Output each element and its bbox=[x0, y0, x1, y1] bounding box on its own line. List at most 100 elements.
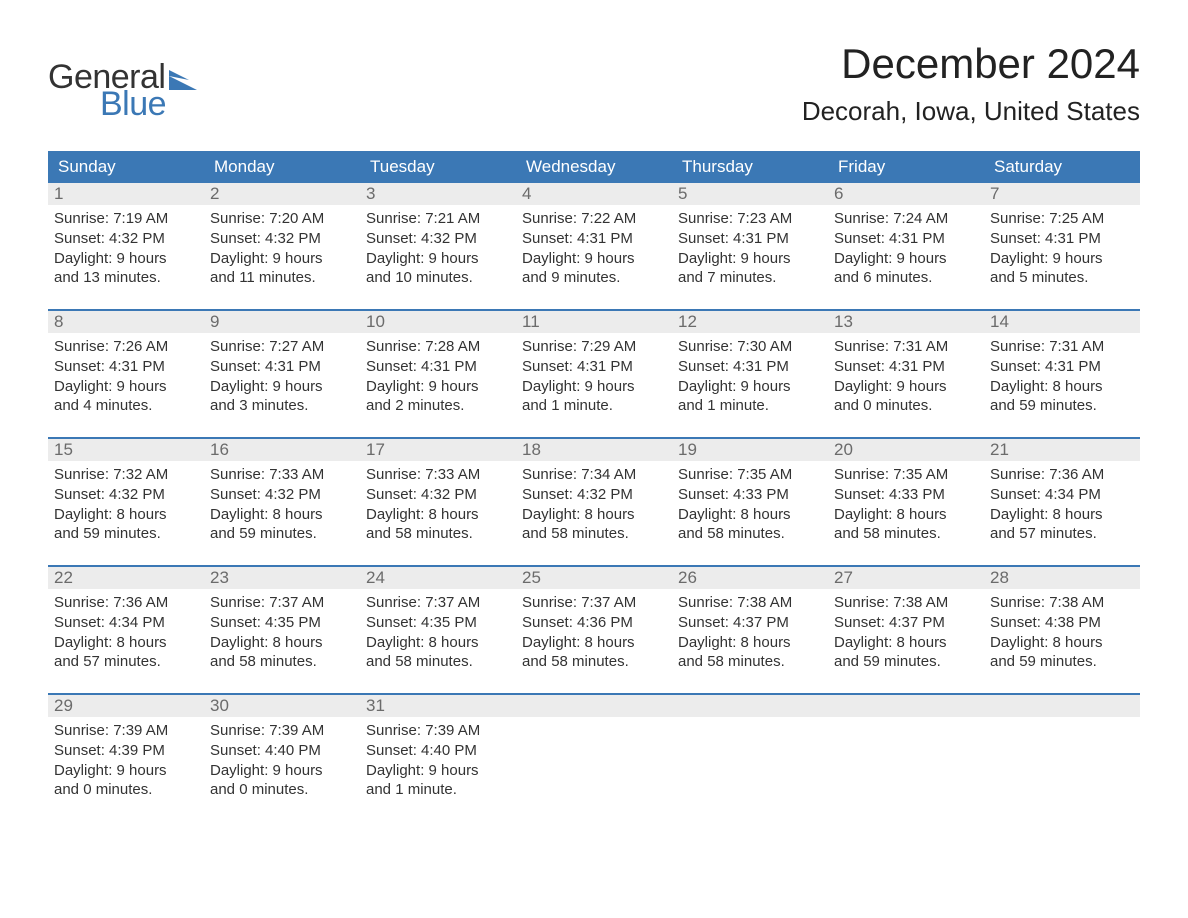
day-sunrise: Sunrise: 7:39 AM bbox=[366, 721, 510, 741]
day-number: 12 bbox=[672, 311, 828, 333]
day-body: Sunrise: 7:20 AMSunset: 4:32 PMDaylight:… bbox=[204, 205, 360, 296]
week-row: 29Sunrise: 7:39 AMSunset: 4:39 PMDayligh… bbox=[48, 693, 1140, 821]
day-number-empty bbox=[984, 695, 1140, 717]
dow-cell: Thursday bbox=[672, 151, 828, 183]
day-d1: Daylight: 9 hours bbox=[366, 377, 510, 397]
day-sunset: Sunset: 4:32 PM bbox=[522, 485, 666, 505]
day-cell: 27Sunrise: 7:38 AMSunset: 4:37 PMDayligh… bbox=[828, 567, 984, 693]
day-body: Sunrise: 7:21 AMSunset: 4:32 PMDaylight:… bbox=[360, 205, 516, 296]
day-d2: and 59 minutes. bbox=[210, 524, 354, 544]
day-number: 6 bbox=[828, 183, 984, 205]
day-sunrise: Sunrise: 7:37 AM bbox=[210, 593, 354, 613]
day-sunrise: Sunrise: 7:26 AM bbox=[54, 337, 198, 357]
day-sunrise: Sunrise: 7:20 AM bbox=[210, 209, 354, 229]
day-cell: 3Sunrise: 7:21 AMSunset: 4:32 PMDaylight… bbox=[360, 183, 516, 309]
day-sunrise: Sunrise: 7:23 AM bbox=[678, 209, 822, 229]
day-d2: and 10 minutes. bbox=[366, 268, 510, 288]
day-sunset: Sunset: 4:31 PM bbox=[522, 357, 666, 377]
day-sunset: Sunset: 4:32 PM bbox=[54, 485, 198, 505]
day-sunrise: Sunrise: 7:37 AM bbox=[522, 593, 666, 613]
day-d1: Daylight: 8 hours bbox=[210, 505, 354, 525]
day-body: Sunrise: 7:38 AMSunset: 4:37 PMDaylight:… bbox=[828, 589, 984, 680]
day-body: Sunrise: 7:25 AMSunset: 4:31 PMDaylight:… bbox=[984, 205, 1140, 296]
day-cell: 18Sunrise: 7:34 AMSunset: 4:32 PMDayligh… bbox=[516, 439, 672, 565]
day-body: Sunrise: 7:34 AMSunset: 4:32 PMDaylight:… bbox=[516, 461, 672, 552]
flag-icon bbox=[169, 70, 197, 90]
day-d2: and 58 minutes. bbox=[834, 524, 978, 544]
day-sunset: Sunset: 4:31 PM bbox=[834, 229, 978, 249]
day-d1: Daylight: 9 hours bbox=[834, 249, 978, 269]
day-number: 9 bbox=[204, 311, 360, 333]
day-body: Sunrise: 7:26 AMSunset: 4:31 PMDaylight:… bbox=[48, 333, 204, 424]
day-body: Sunrise: 7:36 AMSunset: 4:34 PMDaylight:… bbox=[984, 461, 1140, 552]
day-body: Sunrise: 7:29 AMSunset: 4:31 PMDaylight:… bbox=[516, 333, 672, 424]
day-d1: Daylight: 8 hours bbox=[210, 633, 354, 653]
day-d2: and 57 minutes. bbox=[54, 652, 198, 672]
day-d1: Daylight: 8 hours bbox=[678, 505, 822, 525]
day-cell: 11Sunrise: 7:29 AMSunset: 4:31 PMDayligh… bbox=[516, 311, 672, 437]
day-d2: and 58 minutes. bbox=[210, 652, 354, 672]
day-body: Sunrise: 7:32 AMSunset: 4:32 PMDaylight:… bbox=[48, 461, 204, 552]
day-sunset: Sunset: 4:39 PM bbox=[54, 741, 198, 761]
day-d2: and 11 minutes. bbox=[210, 268, 354, 288]
day-body: Sunrise: 7:37 AMSunset: 4:35 PMDaylight:… bbox=[204, 589, 360, 680]
day-number: 28 bbox=[984, 567, 1140, 589]
day-sunset: Sunset: 4:35 PM bbox=[210, 613, 354, 633]
day-d2: and 0 minutes. bbox=[210, 780, 354, 800]
day-d1: Daylight: 8 hours bbox=[522, 505, 666, 525]
day-d2: and 59 minutes. bbox=[990, 652, 1134, 672]
dow-cell: Wednesday bbox=[516, 151, 672, 183]
day-sunrise: Sunrise: 7:31 AM bbox=[834, 337, 978, 357]
day-sunset: Sunset: 4:40 PM bbox=[366, 741, 510, 761]
title-block: December 2024 Decorah, Iowa, United Stat… bbox=[802, 40, 1140, 127]
day-number: 4 bbox=[516, 183, 672, 205]
location-text: Decorah, Iowa, United States bbox=[802, 96, 1140, 127]
day-sunset: Sunset: 4:31 PM bbox=[834, 357, 978, 377]
day-body: Sunrise: 7:27 AMSunset: 4:31 PMDaylight:… bbox=[204, 333, 360, 424]
day-d2: and 58 minutes. bbox=[522, 524, 666, 544]
day-sunrise: Sunrise: 7:29 AM bbox=[522, 337, 666, 357]
day-sunset: Sunset: 4:37 PM bbox=[678, 613, 822, 633]
logo: General Blue bbox=[48, 58, 197, 124]
day-sunrise: Sunrise: 7:35 AM bbox=[678, 465, 822, 485]
day-d2: and 59 minutes. bbox=[834, 652, 978, 672]
day-cell: 28Sunrise: 7:38 AMSunset: 4:38 PMDayligh… bbox=[984, 567, 1140, 693]
day-cell: 21Sunrise: 7:36 AMSunset: 4:34 PMDayligh… bbox=[984, 439, 1140, 565]
day-sunrise: Sunrise: 7:25 AM bbox=[990, 209, 1134, 229]
day-d2: and 58 minutes. bbox=[522, 652, 666, 672]
day-body: Sunrise: 7:31 AMSunset: 4:31 PMDaylight:… bbox=[828, 333, 984, 424]
day-cell bbox=[828, 695, 984, 821]
day-d2: and 13 minutes. bbox=[54, 268, 198, 288]
day-body: Sunrise: 7:31 AMSunset: 4:31 PMDaylight:… bbox=[984, 333, 1140, 424]
day-cell: 31Sunrise: 7:39 AMSunset: 4:40 PMDayligh… bbox=[360, 695, 516, 821]
day-number: 7 bbox=[984, 183, 1140, 205]
day-sunrise: Sunrise: 7:39 AM bbox=[210, 721, 354, 741]
day-d2: and 1 minute. bbox=[366, 780, 510, 800]
day-sunrise: Sunrise: 7:27 AM bbox=[210, 337, 354, 357]
day-d2: and 57 minutes. bbox=[990, 524, 1134, 544]
day-sunrise: Sunrise: 7:31 AM bbox=[990, 337, 1134, 357]
day-cell bbox=[516, 695, 672, 821]
day-number: 17 bbox=[360, 439, 516, 461]
day-body: Sunrise: 7:35 AMSunset: 4:33 PMDaylight:… bbox=[828, 461, 984, 552]
day-cell: 7Sunrise: 7:25 AMSunset: 4:31 PMDaylight… bbox=[984, 183, 1140, 309]
day-number-empty bbox=[828, 695, 984, 717]
day-number: 31 bbox=[360, 695, 516, 717]
day-sunset: Sunset: 4:37 PM bbox=[834, 613, 978, 633]
day-cell: 8Sunrise: 7:26 AMSunset: 4:31 PMDaylight… bbox=[48, 311, 204, 437]
day-cell: 9Sunrise: 7:27 AMSunset: 4:31 PMDaylight… bbox=[204, 311, 360, 437]
day-number: 13 bbox=[828, 311, 984, 333]
dow-cell: Saturday bbox=[984, 151, 1140, 183]
day-d1: Daylight: 8 hours bbox=[54, 633, 198, 653]
day-body: Sunrise: 7:38 AMSunset: 4:37 PMDaylight:… bbox=[672, 589, 828, 680]
day-d2: and 58 minutes. bbox=[366, 524, 510, 544]
day-sunrise: Sunrise: 7:38 AM bbox=[678, 593, 822, 613]
day-cell: 2Sunrise: 7:20 AMSunset: 4:32 PMDaylight… bbox=[204, 183, 360, 309]
day-sunset: Sunset: 4:33 PM bbox=[678, 485, 822, 505]
day-sunset: Sunset: 4:32 PM bbox=[210, 485, 354, 505]
day-number: 19 bbox=[672, 439, 828, 461]
day-sunset: Sunset: 4:31 PM bbox=[522, 229, 666, 249]
day-body: Sunrise: 7:35 AMSunset: 4:33 PMDaylight:… bbox=[672, 461, 828, 552]
day-sunrise: Sunrise: 7:33 AM bbox=[210, 465, 354, 485]
day-sunrise: Sunrise: 7:32 AM bbox=[54, 465, 198, 485]
